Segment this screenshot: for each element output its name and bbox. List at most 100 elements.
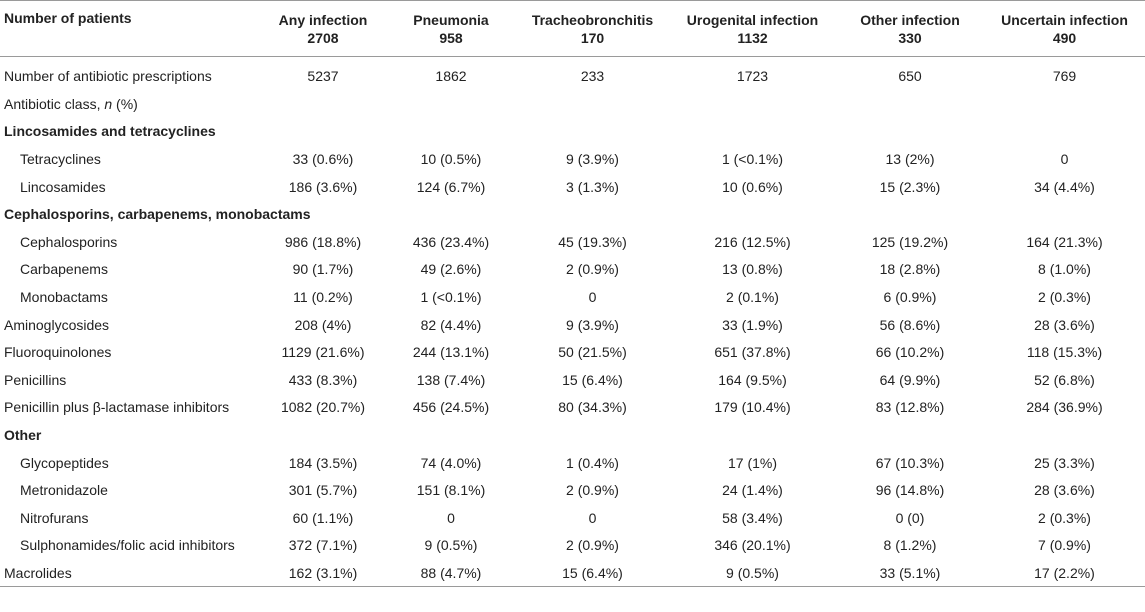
section-label: Other — [4, 427, 42, 444]
column-header-pneumonia: Pneumonia 958 — [386, 0, 516, 57]
column-header-count: 1132 — [737, 29, 768, 46]
row-label: Number of antibiotic prescriptions — [4, 68, 212, 85]
section-label: Lincosamides and tetracyclines — [4, 123, 216, 140]
table-cell: 164 (21.3%) — [1026, 233, 1103, 250]
table-cell: 56 (8.6%) — [879, 316, 941, 333]
table-cell: 138 (7.4%) — [416, 371, 486, 388]
table-row: Fluoroquinolones 1129 (21.6%) 244 (13.1%) 5… — [0, 338, 1145, 366]
column-header-other-infection: Other infection 330 — [836, 0, 984, 57]
class-label-suffix: (%) — [112, 95, 138, 112]
table-cell: 3 (1.3%) — [566, 178, 619, 195]
table-cell: 52 (6.8%) — [1034, 371, 1095, 388]
row-label: Macrolides — [0, 559, 260, 588]
table-cell: 2 (0.9%) — [566, 537, 619, 554]
table-row: Cephalosporins 986 (18.8%) 436 (23.4%) 45 (… — [0, 228, 1145, 256]
table-header-row: Number of patients Any infection 2708 Pn… — [0, 0, 1145, 57]
table-cell: 88 (4.7%) — [386, 559, 516, 588]
prescriptions-row: Number of antibiotic prescriptions 5237 … — [0, 63, 1145, 91]
table-cell: 67 (10.3%) — [875, 454, 945, 471]
table-cell: 15 (6.4%) — [516, 559, 669, 588]
table-row: Tetracyclines 33 (0.6%) 10 (0.5%) 9 (3.9%) 1… — [0, 145, 1145, 173]
column-header-count: 170 — [580, 29, 605, 46]
table-row: Macrolides 162 (3.1%) 88 (4.7%) 15 (6.4%) 9 … — [0, 559, 1145, 588]
table-cell: 0 — [447, 509, 455, 526]
row-label: Monobactams — [20, 289, 108, 306]
table-row: Monobactams 11 (0.2%) 1 (<0.1%) 0 2 (0.1%) 6 … — [0, 283, 1145, 311]
table-cell: 186 (3.6%) — [288, 178, 358, 195]
table-cell: 433 (8.3%) — [288, 371, 358, 388]
table-cell: 162 (3.1%) — [260, 559, 386, 588]
table-cell: 96 (14.8%) — [875, 482, 945, 499]
section-header-row: Lincosamides and tetracyclines — [0, 118, 1145, 146]
table-cell: 184 (3.5%) — [288, 454, 358, 471]
table-cell: 179 (10.4%) — [714, 399, 791, 416]
antibiotic-class-label: Antibiotic class, n (%) — [0, 90, 1145, 118]
column-header-count: 2708 — [307, 29, 339, 46]
table-cell: 6 (0.9%) — [883, 289, 937, 306]
table-cell: 49 (2.6%) — [420, 261, 482, 278]
table-cell: 9 (3.9%) — [566, 151, 619, 168]
table-cell: 74 (4.0%) — [420, 454, 482, 471]
table-cell: 83 (12.8%) — [875, 399, 945, 416]
row-label: Carbapenems — [20, 261, 108, 278]
antibiotic-class-row: Antibiotic class, n (%) — [0, 90, 1145, 118]
table-cell: 1723 — [736, 68, 769, 85]
table-cell: 15 (6.4%) — [562, 371, 623, 388]
table-cell: 18 (2.8%) — [879, 261, 941, 278]
column-header-name: Urogenital infection — [686, 11, 819, 28]
section-header-row: Cephalosporins, carbapenems, monobactams — [0, 200, 1145, 228]
table-cell: 2 (0.3%) — [1038, 289, 1091, 306]
table-cell: 15 (2.3%) — [879, 178, 941, 195]
row-label: Metronidazole — [20, 482, 108, 499]
table-cell: 90 (1.7%) — [292, 261, 354, 278]
table-cell: 80 (34.3%) — [558, 399, 627, 416]
row-label: Cephalosporins — [20, 233, 118, 250]
column-header-count: 330 — [898, 29, 922, 46]
table-cell: 82 (4.4%) — [420, 316, 482, 333]
table-cell: 216 (12.5%) — [714, 233, 791, 250]
column-header-name: Any infection — [278, 11, 368, 28]
table-cell: 1129 (21.6%) — [281, 344, 365, 361]
table-cell: 33 (5.1%) — [836, 559, 984, 588]
table-row: Glycopeptides 184 (3.5%) 74 (4.0%) 1 (0.4%)… — [0, 449, 1145, 477]
table-cell: 13 (2%) — [885, 151, 935, 168]
row-label: Lincosamides — [20, 178, 106, 195]
table-cell: 28 (3.6%) — [1034, 316, 1095, 333]
table-cell: 164 (9.5%) — [718, 371, 787, 388]
table-cell: 2 (0.1%) — [726, 289, 779, 306]
table-cell: 33 (1.9%) — [722, 316, 783, 333]
table-cell: 456 (24.5%) — [412, 399, 490, 416]
table-cell: 25 (3.3%) — [1034, 454, 1095, 471]
row-label: Sulphonamides/folic acid inhibitors — [20, 537, 235, 554]
table-cell: 24 (1.4%) — [722, 482, 783, 499]
table-cell: 436 (23.4%) — [412, 233, 490, 250]
antibiotic-prescriptions-table: Number of patients Any infection 2708 Pn… — [0, 0, 1145, 588]
label-column-header: Number of patients — [0, 0, 260, 57]
table-cell: 124 (6.7%) — [416, 178, 486, 195]
column-header-uncertain-infection: Uncertain infection 490 — [984, 0, 1145, 57]
table-cell: 372 (7.1%) — [288, 537, 358, 554]
table-cell: 1 (<0.1%) — [721, 151, 784, 168]
table-cell: 0 — [1060, 151, 1069, 168]
table-cell: 1082 (20.7%) — [280, 399, 366, 416]
table-cell: 650 — [898, 68, 922, 85]
table-row: Sulphonamides/folic acid inhibitors 372 (… — [0, 532, 1145, 560]
column-header-name: Pneumonia — [413, 11, 489, 28]
table-cell: 284 (36.9%) — [1026, 399, 1103, 416]
table-cell: 17 (1%) — [727, 454, 778, 471]
row-label: Aminoglycosides — [4, 316, 110, 333]
table-cell: 1862 — [435, 68, 467, 85]
table-row: Aminoglycosides 208 (4%) 82 (4.4%) 9 (3.9%)… — [0, 311, 1145, 339]
table-cell: 151 (8.1%) — [416, 482, 486, 499]
table-cell: 34 (4.4%) — [1034, 178, 1095, 195]
column-header-count: 958 — [439, 29, 463, 46]
table-cell: 2 (0.9%) — [566, 482, 619, 499]
column-header-name: Tracheobronchitis — [531, 11, 654, 28]
table-cell: 1 (<0.1%) — [420, 289, 482, 306]
table-cell: 11 (0.2%) — [293, 289, 353, 306]
column-header-count: 490 — [1052, 29, 1077, 46]
table-cell: 9 (0.5%) — [424, 537, 478, 554]
table-cell: 10 (0.5%) — [420, 151, 482, 168]
table-cell: 233 — [580, 68, 605, 85]
table-cell: 17 (2.2%) — [984, 559, 1145, 588]
